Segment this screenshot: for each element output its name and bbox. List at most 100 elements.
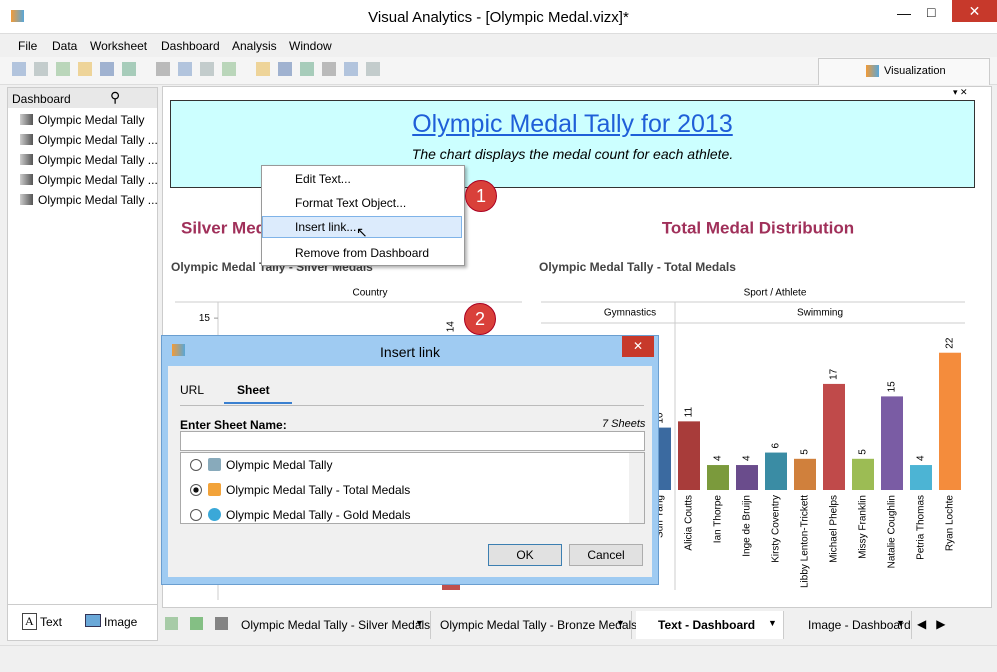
chart-subtitle: Olympic Medal Tally - Total Medals (539, 260, 736, 274)
sheet-option[interactable]: Olympic Medal Tally - Total Medals (226, 483, 411, 497)
sheet-tab[interactable]: Sheet (237, 383, 270, 397)
radio[interactable] (190, 484, 202, 496)
bar (707, 465, 729, 490)
toolbar-button[interactable] (34, 62, 48, 76)
sheet-item[interactable]: Olympic Medal Tally ... (38, 173, 158, 187)
x-tick-label: Alicia Coutts (684, 495, 695, 551)
bar (881, 396, 903, 490)
menu-item[interactable]: Analysis (232, 39, 277, 53)
sheet-option[interactable]: Olympic Medal Tally - Gold Medals (226, 508, 411, 522)
value-label: 22 (945, 337, 956, 349)
tab-line (180, 405, 644, 406)
tab-dropdown[interactable]: ▼ (768, 618, 777, 628)
value-label: 10 (655, 412, 666, 424)
toolbar-button[interactable] (344, 62, 358, 76)
dialog-button[interactable]: OK (488, 544, 562, 566)
menu-item[interactable]: Window (289, 39, 332, 53)
toolbar-button[interactable] (78, 62, 92, 76)
menu-item[interactable]: File (18, 39, 38, 53)
tab-dropdown[interactable]: ▼ (415, 618, 424, 628)
tab-icon[interactable] (215, 617, 228, 630)
value-label: 4 (713, 455, 724, 461)
visualization-label[interactable]: Visualization (884, 65, 946, 77)
tab-scroll[interactable]: ◀ ▶ (917, 617, 946, 631)
sheet-tab[interactable]: Olympic Medal Tally - Bronze Medals (432, 611, 637, 639)
toolbar-button[interactable] (322, 62, 336, 76)
tab-icon[interactable] (190, 617, 203, 630)
status-bar (0, 645, 997, 672)
scrollbar[interactable] (629, 453, 644, 523)
url-tab[interactable]: URL (180, 383, 205, 397)
context-menu-item[interactable]: Format Text Object... (295, 196, 407, 210)
sheet-tab[interactable]: Olympic Medal Tally - Silver Medals (233, 611, 431, 639)
toolbar-button[interactable] (256, 62, 270, 76)
sheet-item[interactable]: Olympic Medal Tally ... (38, 133, 158, 147)
sheet-name-input[interactable] (180, 431, 645, 451)
x-tick-label: Petria Thomas (916, 495, 927, 560)
toolbar-button[interactable] (300, 62, 314, 76)
dashboard-title[interactable]: Olympic Medal Tally for 2013 (412, 110, 733, 138)
bar (794, 458, 816, 490)
x-header: Country (352, 288, 387, 299)
sheet-tab[interactable]: Image - Dashboard (786, 611, 912, 639)
search-icon[interactable]: ⚲ (110, 89, 121, 105)
tab-icon[interactable] (165, 617, 178, 630)
sheet-tab[interactable]: Text - Dashboard (636, 611, 784, 639)
context-menu-item[interactable]: Insert link... (295, 220, 357, 234)
separator (8, 604, 157, 605)
value-label: 6 (771, 443, 782, 449)
toolbar-button[interactable] (56, 62, 70, 76)
dialog-close[interactable]: ✕ (622, 336, 654, 357)
menu-item[interactable]: Worksheet (90, 39, 148, 53)
minimize-button[interactable]: — (897, 5, 911, 21)
x-tick-label: Ryan Lochte (945, 495, 956, 552)
sheet-item[interactable]: Olympic Medal Tally (38, 113, 145, 127)
dialog-icon (172, 344, 185, 356)
sheet-item[interactable]: Olympic Medal Tally ... (38, 193, 158, 207)
tab-dropdown[interactable]: ▼ (896, 618, 905, 628)
chart-heading: Total Medal Distribution (662, 218, 854, 237)
menu-item[interactable]: Data (52, 39, 78, 53)
close-button[interactable]: ✕ (952, 0, 997, 22)
sheet-item[interactable]: Olympic Medal Tally ... (38, 153, 158, 167)
field-label: Enter Sheet Name: (180, 418, 287, 432)
maximize-button[interactable]: □ (927, 4, 936, 20)
y-tick-label: 15 (199, 313, 211, 324)
tab-dropdown[interactable]: ▼ (616, 618, 625, 628)
x-tick-label: Libby Lenton-Trickett (800, 495, 811, 588)
context-menu: Edit Text... Format Text Object... Insert … (261, 165, 465, 266)
toolbar-button[interactable] (366, 62, 380, 76)
dialog-button[interactable]: Cancel (569, 544, 643, 566)
bar (823, 383, 845, 490)
radio[interactable] (190, 459, 202, 471)
dashboard-subtitle: The chart displays the medal count for e… (411, 146, 734, 162)
radio[interactable] (190, 509, 202, 521)
bar (678, 421, 700, 490)
image-object[interactable]: Image (104, 615, 138, 629)
toolbar-button[interactable] (12, 62, 26, 76)
toolbar-button[interactable] (278, 62, 292, 76)
text-object[interactable]: Text (40, 615, 63, 629)
toolbar-button[interactable] (178, 62, 192, 76)
value-label: 11 (684, 407, 695, 418)
sheet-icon (20, 154, 33, 165)
toolbar-button[interactable] (156, 62, 170, 76)
visualization-tab[interactable] (818, 58, 990, 85)
toolbar-button[interactable] (200, 62, 214, 76)
toolbar-button[interactable] (222, 62, 236, 76)
x-tick-label: Michael Phelps (829, 495, 840, 563)
toolbar-button[interactable] (100, 62, 114, 76)
object-controls[interactable]: ▾ ✕ (953, 87, 968, 97)
sheet-option[interactable]: Olympic Medal Tally (226, 458, 333, 472)
sheet-icon (208, 508, 221, 521)
group-header: Gymnastics (604, 308, 656, 319)
toolbar-button[interactable] (122, 62, 136, 76)
callout-badge: 1 (465, 180, 497, 212)
x-header: Sport / Athlete (744, 288, 807, 299)
context-menu-item[interactable]: Edit Text... (295, 172, 351, 186)
context-menu-item[interactable]: Remove from Dashboard (295, 246, 430, 260)
menu-item[interactable]: Dashboard (161, 39, 220, 53)
bar (852, 458, 874, 490)
tab-underline (224, 402, 292, 404)
sheet-icon (20, 114, 33, 125)
